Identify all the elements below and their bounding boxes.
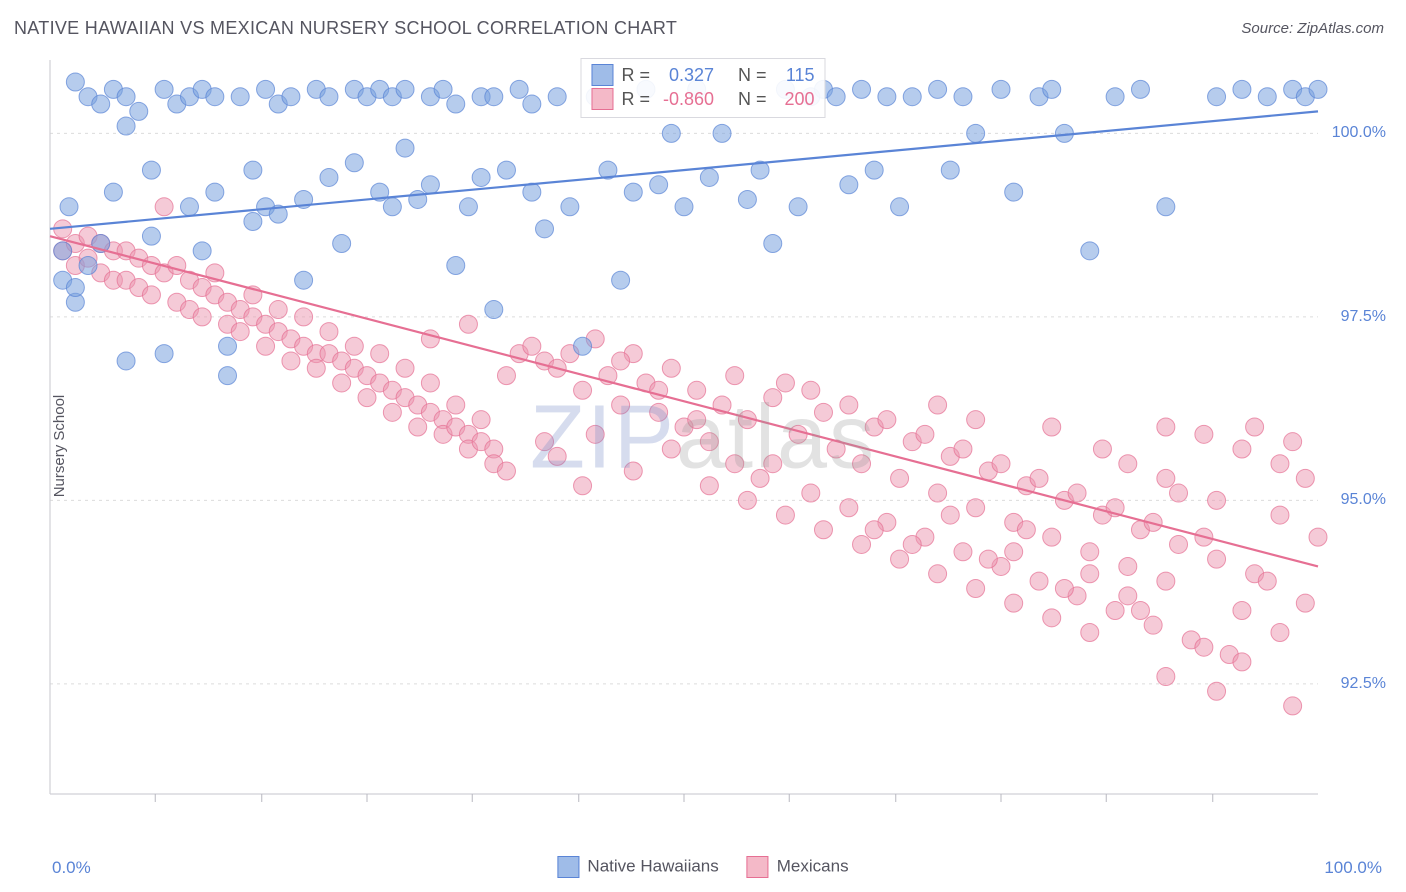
x-axis-max-label: 100.0% (1324, 858, 1382, 878)
y-tick-label: 100.0% (1332, 124, 1386, 142)
chart-container: NATIVE HAWAIIAN VS MEXICAN NURSERY SCHOO… (0, 0, 1406, 892)
r-label-2: R = (621, 89, 650, 110)
legend-swatch-1 (591, 64, 613, 86)
n-label-2: N = (738, 89, 767, 110)
source-credit: Source: ZipAtlas.com (1241, 20, 1384, 37)
x-axis-min-label: 0.0% (52, 858, 91, 878)
n-label: N = (738, 65, 767, 86)
y-tick-label: 92.5% (1341, 675, 1386, 693)
legend-swatch-bottom-1 (557, 856, 579, 878)
legend-stats-row-2: R = -0.860 N = 200 (591, 87, 814, 111)
legend-swatch-bottom-2 (747, 856, 769, 878)
legend-stats: R = 0.327 N = 115 R = -0.860 N = 200 (580, 58, 825, 118)
chart-title: NATIVE HAWAIIAN VS MEXICAN NURSERY SCHOO… (14, 18, 677, 39)
legend-item-2: Mexicans (747, 856, 849, 878)
n-value-1: 115 (775, 65, 815, 86)
legend-label-1: Native Hawaiians (587, 856, 718, 875)
legend-item-1: Native Hawaiians (557, 856, 718, 878)
y-tick-label: 95.0% (1341, 491, 1386, 509)
legend-series: Native Hawaiians Mexicans (557, 856, 848, 878)
r-value-1: 0.327 (658, 65, 714, 86)
n-value-2: 200 (775, 89, 815, 110)
source-name: ZipAtlas.com (1297, 20, 1384, 37)
r-value-2: -0.860 (658, 89, 714, 110)
scatter-plot (48, 56, 1388, 836)
legend-label-2: Mexicans (777, 856, 849, 875)
legend-swatch-2 (591, 88, 613, 110)
source-prefix: Source: (1241, 20, 1297, 37)
r-label: R = (621, 65, 650, 86)
legend-stats-row-1: R = 0.327 N = 115 (591, 63, 814, 87)
y-tick-label: 97.5% (1341, 308, 1386, 326)
